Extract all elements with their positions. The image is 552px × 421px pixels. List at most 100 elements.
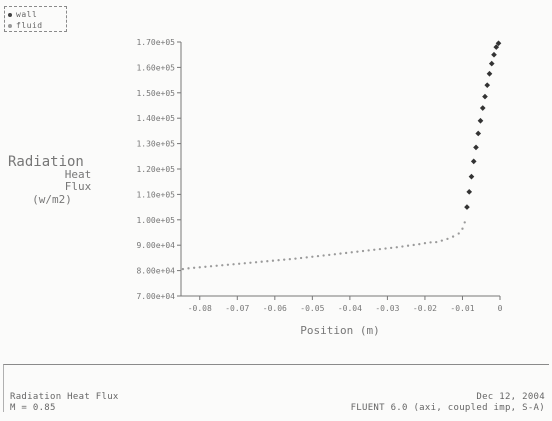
footer-date: Dec 12, 2004: [476, 392, 545, 402]
fluid-data-point: [204, 265, 207, 268]
fluid-data-point: [215, 264, 218, 267]
y-tick-label: 1.40e+05: [136, 114, 175, 123]
x-tick-label: 0: [498, 304, 503, 313]
fluid-data-point: [401, 245, 404, 248]
fluid-data-point: [446, 237, 449, 241]
fluid-data-point: [451, 235, 455, 238]
wall-data-point: [468, 173, 475, 180]
wall-data-point: [466, 189, 473, 195]
fluid-data-point: [384, 247, 387, 250]
y-axis-label-line: Radiation: [8, 154, 84, 170]
y-tick-label: 1.60e+05: [136, 63, 175, 72]
fluid-data-point: [367, 249, 370, 252]
wall-data-point: [464, 204, 470, 210]
y-tick-label: 1.10e+05: [136, 190, 175, 199]
wall-data-point: [475, 130, 482, 137]
wall-data-point: [484, 82, 491, 89]
fluid-data-point: [305, 256, 308, 259]
legend-label-wall: wall: [16, 10, 38, 19]
chart-legend: wall fluid: [4, 6, 67, 32]
y-tick-label: 1.00e+05: [136, 216, 175, 225]
fluid-data-point: [209, 265, 213, 268]
y-tick-label: 1.20e+05: [136, 165, 175, 174]
y-tick-label: 1.30e+05: [136, 140, 175, 149]
x-tick-label: -0.05: [300, 304, 324, 313]
fluid-data-point: [249, 261, 252, 264]
x-tick-label: -0.06: [263, 304, 287, 313]
footer-solver-info: FLUENT 6.0 (axi, coupled imp, S-A): [350, 403, 545, 413]
footer-right-block: Dec 12, 2004 FLUENT 6.0 (axi, coupled im…: [351, 392, 545, 414]
fluid-data-point: [406, 244, 410, 247]
fluid-data-point: [311, 255, 314, 258]
y-tick-label: 1.70e+05: [136, 38, 175, 47]
fluid-data-point: [423, 242, 427, 245]
x-tick-label: -0.03: [375, 304, 399, 313]
y-axis-label-line: Heat: [65, 168, 92, 181]
fluid-data-point: [294, 257, 297, 260]
y-tick-label: 8.00e+04: [136, 267, 175, 276]
fluid-data-point: [373, 248, 376, 251]
wall-data-point: [493, 44, 500, 50]
fluid-data-point: [221, 264, 224, 267]
plot-info-footer: Radiation Heat Flux M = 0.85 Dec 12, 200…: [3, 364, 549, 414]
fluid-data-point: [457, 232, 460, 235]
wall-data-point: [479, 105, 486, 111]
axes-layer: [177, 41, 501, 300]
fluid-data-point: [378, 247, 382, 251]
fluid-data-point: [333, 253, 337, 256]
fluid-data-point: [181, 267, 185, 271]
fluid-data-point: [412, 243, 415, 247]
fluid-data-point: [266, 260, 269, 263]
wall-data-point: [491, 51, 497, 58]
fluid-data-point: [260, 260, 263, 263]
footer-left-block: Radiation Heat Flux M = 0.85: [10, 392, 119, 414]
fluid-data-point: [283, 258, 286, 261]
x-tick-label: -0.08: [188, 304, 212, 313]
fluid-data-point: [461, 227, 464, 230]
fluid-data-point: [226, 263, 230, 266]
legend-item-wall: wall: [8, 9, 66, 20]
fluid-data-point: [254, 261, 258, 264]
wall-data-point: [477, 117, 484, 124]
fluid-data-point: [288, 258, 291, 261]
fluid-data-point: [429, 241, 432, 244]
wall-data-point: [486, 70, 493, 77]
footer-mach-number: M = 0.85: [10, 403, 56, 413]
fluid-data-point: [198, 266, 201, 269]
fluid-data-point: [316, 254, 320, 258]
fluid-data-point: [187, 267, 190, 270]
footer-plot-name: Radiation Heat Flux: [10, 392, 119, 402]
points-layer: [181, 40, 502, 271]
x-tick-label: -0.07: [225, 304, 249, 313]
fluid-data-point: [344, 251, 348, 255]
fluid-data-point: [238, 262, 241, 265]
wall-data-point: [488, 60, 495, 67]
legend-item-fluid: fluid: [8, 20, 66, 31]
x-tick-label: -0.04: [338, 304, 362, 313]
fluid-data-point: [361, 249, 365, 253]
wall-data-point: [473, 144, 479, 151]
wall-data-point: [470, 158, 477, 165]
wall-data-point: [495, 40, 502, 47]
fluid-data-point: [356, 250, 359, 253]
fluid-data-point: [435, 241, 438, 244]
fluid-data-point: [271, 259, 275, 262]
fluid-data-point: [328, 253, 331, 257]
fluid-data-point: [277, 259, 280, 262]
fluid-data-point: [192, 266, 196, 269]
fluid-data-point: [350, 251, 353, 254]
y-axis-label-line: (w/m2): [32, 193, 72, 206]
labels-layer: 7.00e+04 8.00e+04 9.00e+04 1.00e+05 1.10e+05…: [8, 38, 503, 337]
fluid-data-point: [395, 246, 398, 249]
fluid-data-point: [390, 246, 393, 250]
fluid-data-point: [463, 221, 466, 224]
fluid-data-point: [440, 239, 443, 242]
x-tick-label: -0.02: [413, 304, 437, 313]
fluid-data-point: [322, 254, 325, 257]
legend-label-fluid: fluid: [16, 21, 43, 30]
legend-marker-fluid: [8, 23, 12, 28]
y-tick-label: 1.50e+05: [136, 89, 175, 98]
fluid-data-point: [243, 262, 246, 265]
